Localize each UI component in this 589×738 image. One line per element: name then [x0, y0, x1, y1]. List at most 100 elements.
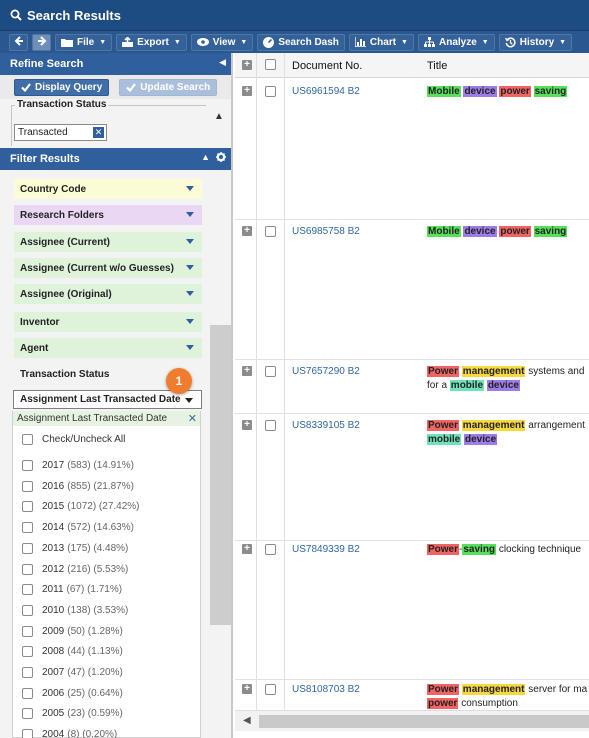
highlighted-term: device: [463, 86, 497, 97]
facet-assignee-current-no-guesses[interactable]: Assignee (Current w/o Guesses): [14, 258, 202, 278]
gear-icon[interactable]: [216, 152, 226, 164]
analyze-menu-button[interactable]: Analyze ▼: [417, 33, 495, 51]
title-line: Power management arrangement: [427, 419, 585, 433]
facet-assignment-last-transacted-date[interactable]: Assignment Last Transacted Date: [13, 390, 202, 409]
year-label: 2006: [42, 687, 65, 699]
remove-chip-icon[interactable]: ✕: [93, 127, 104, 138]
year-option[interactable]: 2007 (47) (1.20%): [22, 664, 123, 680]
year-option[interactable]: 2013 (175) (4.48%): [22, 540, 128, 556]
year-option[interactable]: 2008 (44) (1.13%): [22, 643, 123, 659]
year-label: 2015: [42, 500, 65, 512]
scroll-left-icon[interactable]: ◀: [243, 715, 251, 726]
select-all-checkbox[interactable]: [265, 59, 276, 70]
export-icon: [122, 37, 134, 47]
row-checkbox[interactable]: [265, 684, 276, 695]
checkbox[interactable]: [22, 707, 33, 719]
facet-assignee-current[interactable]: Assignee (Current): [14, 232, 202, 252]
checkbox[interactable]: [22, 687, 33, 699]
facet-transaction-status[interactable]: Transaction Status: [14, 364, 202, 384]
expand-all-icon[interactable]: +: [242, 60, 252, 70]
expand-row-icon[interactable]: +: [242, 86, 252, 96]
document-number-link[interactable]: US8339105 B2: [292, 420, 360, 431]
highlighted-term: Power: [427, 684, 460, 695]
facet-label: Assignee (Current): [20, 236, 111, 248]
row-checkbox[interactable]: [265, 226, 276, 237]
checkbox[interactable]: [22, 625, 33, 637]
arrow-right-icon: [37, 35, 47, 49]
facet-inventor[interactable]: Inventor: [14, 312, 202, 332]
expand-row-icon[interactable]: +: [242, 226, 252, 236]
horizontal-scrollbar-thumb[interactable]: [259, 715, 589, 728]
forward-button[interactable]: [32, 33, 51, 51]
checkbox[interactable]: [22, 666, 33, 678]
clear-icon[interactable]: ✕: [187, 413, 197, 425]
facet-country-code[interactable]: Country Code: [14, 179, 202, 199]
collapse-left-icon[interactable]: ◀: [219, 57, 226, 67]
column-document-no[interactable]: Document No.: [292, 60, 363, 72]
export-menu-button[interactable]: Export ▼: [116, 33, 187, 51]
title-line: Mobile device power saving: [427, 85, 568, 99]
checkbox[interactable]: [22, 563, 33, 575]
year-option[interactable]: 2014 (572) (14.63%): [22, 519, 134, 535]
expand-row-icon[interactable]: +: [242, 684, 252, 694]
horizontal-scrollbar[interactable]: ◀: [235, 710, 589, 731]
checkbox[interactable]: [22, 583, 33, 595]
view-menu-button[interactable]: View ▼: [190, 33, 254, 51]
back-button[interactable]: [9, 33, 28, 51]
checkbox[interactable]: [22, 604, 33, 616]
year-count: (50) (1.28%): [67, 625, 123, 637]
search-dash-button[interactable]: Search Dash: [257, 33, 345, 51]
facet-assignee-original[interactable]: Assignee (Original): [14, 284, 202, 304]
year-option[interactable]: 2012 (216) (5.53%): [22, 561, 128, 577]
row-checkbox[interactable]: [265, 544, 276, 555]
document-number-link[interactable]: US7657290 B2: [292, 366, 360, 377]
expand-row-icon[interactable]: +: [242, 366, 252, 376]
year-option[interactable]: 2015 (1072) (27.42%): [22, 498, 140, 514]
year-option[interactable]: 2017 (583) (14.91%): [22, 457, 134, 473]
scroll-up-icon[interactable]: ▲: [214, 111, 224, 122]
checkbox[interactable]: [22, 645, 33, 657]
year-option[interactable]: 2006 (25) (0.64%): [22, 685, 123, 701]
checkbox[interactable]: [22, 480, 33, 492]
file-menu-button[interactable]: File ▼: [55, 33, 113, 51]
column-title[interactable]: Title: [427, 60, 448, 72]
year-option[interactable]: 2004 (8) (0.20%): [22, 726, 117, 738]
chart-menu-button[interactable]: Chart ▼: [348, 33, 414, 51]
left-scrollbar-thumb[interactable]: [210, 325, 231, 625]
document-number-link[interactable]: US6985758 B2: [292, 226, 360, 237]
history-menu-button[interactable]: History ▼: [498, 33, 573, 51]
facet-agent[interactable]: Agent: [14, 338, 202, 358]
year-option[interactable]: 2011 (67) (1.71%): [22, 581, 122, 597]
expand-row-icon[interactable]: +: [242, 420, 252, 430]
check-icon: [126, 82, 137, 92]
checkbox[interactable]: [22, 500, 33, 512]
checkbox[interactable]: [22, 433, 33, 445]
document-number-link[interactable]: US6961594 B2: [292, 86, 360, 97]
year-count: (855) (21.87%): [67, 480, 134, 492]
display-query-button[interactable]: Display Query: [14, 78, 110, 96]
year-option[interactable]: 2005 (23) (0.59%): [22, 705, 123, 721]
year-label: 2017: [42, 459, 65, 471]
title-text: for a: [427, 380, 450, 391]
document-number-link[interactable]: US8108703 B2: [292, 684, 360, 695]
year-label: 2011: [42, 583, 64, 595]
year-option[interactable]: 2016 (855) (21.87%): [22, 478, 134, 494]
collapse-up-icon[interactable]: ▲: [201, 152, 210, 162]
document-number-link[interactable]: US7849339 B2: [292, 544, 360, 555]
year-option[interactable]: 2010 (138) (3.53%): [22, 602, 128, 618]
facet-research-folders[interactable]: Research Folders: [14, 205, 202, 225]
row-checkbox[interactable]: [265, 420, 276, 431]
expand-row-icon[interactable]: +: [242, 544, 252, 554]
highlighted-term: Mobile: [427, 226, 461, 237]
check-all-option[interactable]: Check/Uncheck All: [22, 431, 125, 447]
checkbox[interactable]: [22, 542, 33, 554]
checkbox[interactable]: [22, 521, 33, 533]
checkbox[interactable]: [22, 459, 33, 471]
checkbox[interactable]: [22, 728, 33, 738]
year-option[interactable]: 2009 (50) (1.28%): [22, 623, 123, 639]
row-checkbox[interactable]: [265, 86, 276, 97]
year-count: (8) (0.20%): [67, 728, 118, 738]
filter-results-header: Filter Results ▲: [0, 148, 231, 170]
row-checkbox[interactable]: [265, 366, 276, 377]
update-search-button[interactable]: Update Search: [119, 78, 218, 96]
